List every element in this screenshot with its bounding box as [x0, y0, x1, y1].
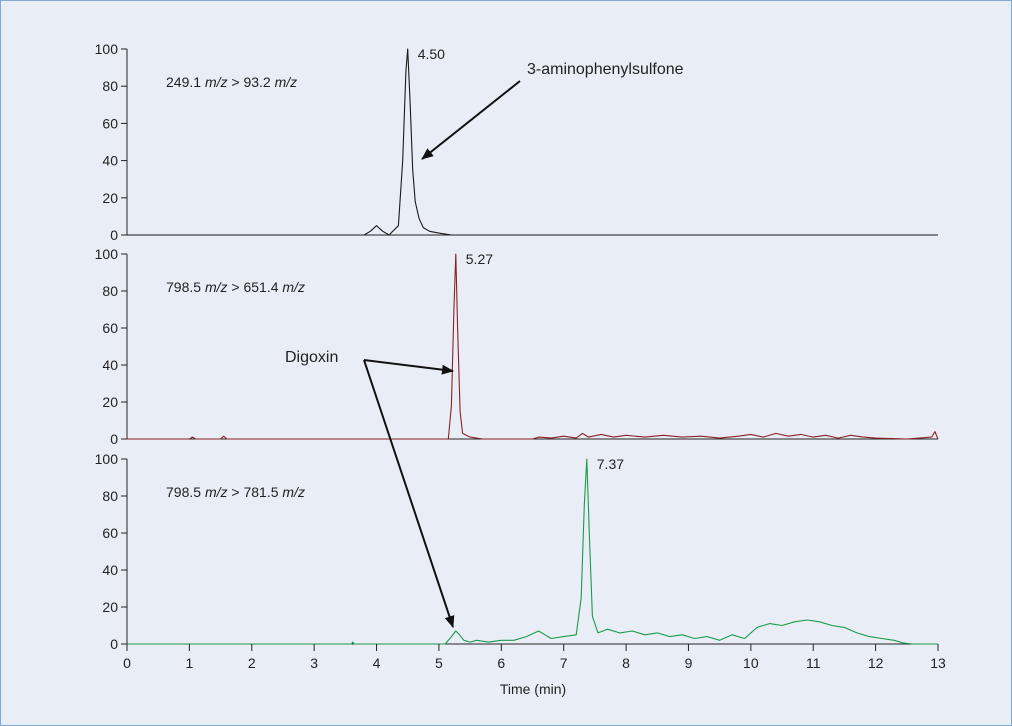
y-tick-label: 0 [110, 227, 118, 243]
y-tick-label: 60 [102, 115, 118, 131]
peak-label: 4.50 [418, 46, 445, 62]
peak-label: 5.27 [466, 251, 493, 267]
x-tick-label: 12 [868, 655, 884, 671]
x-tick-label: 8 [622, 655, 630, 671]
x-tick-label: 10 [743, 655, 759, 671]
annotation-arrow [421, 80, 521, 160]
x-tick-label: 1 [185, 655, 193, 671]
annotation-arrow [363, 359, 455, 628]
x-tick-label: 13 [930, 655, 946, 671]
chromatogram-trace-1 [127, 48, 938, 236]
x-tick-label: 5 [435, 655, 443, 671]
y-tick-label: 20 [102, 190, 118, 206]
annotation-arrow [363, 359, 454, 375]
y-tick-label: 0 [110, 636, 118, 652]
chromatogram-trace-2 [127, 253, 939, 440]
x-tick-label: 0 [123, 655, 131, 671]
y-tick-label: 40 [102, 153, 118, 169]
y-tick-label: 80 [102, 78, 118, 94]
transition-label: 798.5 m/z > 781.5 m/z [166, 484, 305, 500]
y-tick-label: 40 [102, 562, 118, 578]
y-tick-label: 100 [95, 451, 119, 467]
y-tick-label: 20 [102, 599, 118, 615]
panel-1: 0 20 40 60 80 100 249.1 m/z > 93.2 m/z 4.50 [95, 41, 938, 243]
x-tick-label: 2 [248, 655, 256, 671]
x-axis-title: Time (min) [500, 681, 566, 697]
y-tick-label: 80 [102, 488, 118, 504]
x-tick-label: 4 [373, 655, 381, 671]
y-tick-label: 100 [95, 41, 119, 57]
annotation-digoxin: Digoxin [285, 349, 338, 366]
x-tick-label: 9 [685, 655, 693, 671]
y-tick-label: 80 [102, 283, 118, 299]
x-tick-label: 3 [310, 655, 318, 671]
chromatogram-trace-3 [127, 458, 938, 645]
y-tick-label: 100 [95, 246, 119, 262]
x-tick-label: 7 [560, 655, 568, 671]
panel-2: 0 20 40 60 80 100 798.5 m/z > 651.4 m/z 5.27 [95, 246, 939, 447]
y-tick-label: 20 [102, 394, 118, 410]
peak-label: 7.37 [597, 456, 624, 472]
x-tick-label: 11 [806, 655, 821, 671]
x-tick-label: 6 [497, 655, 505, 671]
y-tick-label: 40 [102, 357, 118, 373]
y-tick-label: 60 [102, 525, 118, 541]
panel-3: 0 20 40 60 80 100 798.5 m/z > 781.5 m/z 7.37 [95, 451, 938, 652]
y-tick-label: 60 [102, 320, 118, 336]
y-tick-label: 0 [110, 431, 118, 447]
annotation-aminophenylsulfone: 3-aminophenylsulfone [527, 61, 684, 78]
transition-label: 798.5 m/z > 651.4 m/z [166, 279, 305, 295]
transition-label: 249.1 m/z > 93.2 m/z [166, 74, 297, 90]
